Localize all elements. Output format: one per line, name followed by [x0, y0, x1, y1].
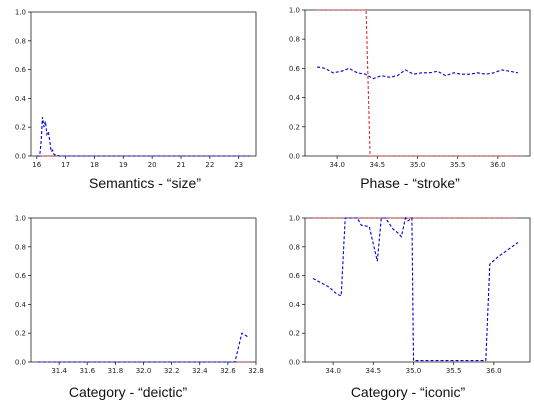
y-tick-label: 0.6 [289, 272, 301, 280]
caption-category-deictic: Category - “deictic” [69, 384, 188, 400]
x-tick-label: 31.4 [51, 367, 67, 375]
panel-category-deictic: 0.0 0.2 0.4 0.6 0.8 1.0 31.4 31.6 31.8 32.0 32.2 32… [15, 215, 264, 376]
y-tick-label: 0.2 [289, 123, 300, 131]
x-tick-label: 35.0 [410, 161, 426, 169]
x-tick-label: 32.6 [220, 367, 236, 375]
panel-semantics-size: 0.0 0.2 0.4 0.6 0.8 1.0 16 17 18 19 20 21 22 23 [15, 9, 257, 169]
y-tick-label: 0.2 [289, 330, 300, 338]
y-tick-label: 0.8 [15, 37, 26, 45]
x-tick-label: 19 [119, 161, 128, 169]
plot-frame [30, 217, 257, 363]
blue-dashed-line [38, 332, 250, 363]
y-tick-label: 1.0 [15, 9, 26, 17]
x-tick-label: 16 [32, 161, 41, 169]
y-tick-label: 0.0 [289, 153, 300, 161]
x-tick-label: 22 [205, 161, 214, 169]
y-tick-label: 0.8 [289, 243, 300, 251]
y-tick-label: 0.6 [15, 66, 27, 74]
x-tick-label: 35.5 [450, 161, 466, 169]
y-tick-label: 0.8 [289, 36, 300, 44]
x-tick-label: 21 [177, 161, 186, 169]
x-tick-label: 34.5 [366, 367, 382, 375]
x-tick-label: 35.5 [446, 367, 462, 375]
y-tick-label: 0.6 [15, 272, 27, 280]
y-tick-label: 1.0 [289, 215, 300, 223]
x-tick-label: 35.0 [406, 367, 422, 375]
y-tick-label: 0.2 [15, 330, 26, 338]
x-tick-label: 32.0 [136, 367, 152, 375]
caption-semantics-size: Semantics - “size” [89, 175, 201, 191]
x-tick-label: 18 [90, 161, 99, 169]
x-tick-label: 31.6 [79, 367, 95, 375]
x-tick-label: 34.0 [329, 161, 345, 169]
x-tick-label: 34.0 [325, 367, 341, 375]
x-tick-label: 32.4 [192, 367, 208, 375]
y-tick-label: 0.0 [15, 359, 26, 367]
caption-phase-stroke: Phase - “stroke” [360, 175, 460, 191]
y-tick-label: 0.4 [289, 94, 301, 102]
y-tick-label: 0.4 [289, 301, 301, 309]
x-tick-label: 32.2 [164, 367, 180, 375]
y-tick-label: 1.0 [289, 7, 300, 15]
y-tick-label: 0.0 [289, 359, 300, 367]
plot-frame [304, 217, 531, 363]
y-tick-label: 0.4 [15, 95, 27, 103]
x-tick-label: 17 [61, 161, 70, 169]
y-tick-label: 0.8 [15, 243, 26, 251]
x-tick-label: 36.0 [486, 367, 502, 375]
x-tick-label: 31.8 [108, 367, 124, 375]
blue-dashed-line [312, 216, 519, 362]
y-tick-label: 0.2 [15, 124, 26, 132]
panel-category-iconic: 0.0 0.2 0.4 0.6 0.8 1.0 34.0 34.5 35.0 35.5 36.0 [289, 215, 531, 375]
blue-dashed-line [316, 66, 519, 80]
x-tick-label: 23 [234, 161, 243, 169]
panel-phase-stroke: 0.0 0.2 0.4 0.6 0.8 1.0 34.0 34.5 35.0 35.5 36.0 [289, 7, 531, 169]
x-tick-label: 36.0 [490, 161, 506, 169]
y-tick-label: 0.0 [15, 153, 26, 161]
y-tick-label: 0.4 [15, 301, 27, 309]
plot-frame [30, 11, 257, 157]
red-dashed-line [317, 9, 522, 157]
x-tick-label: 20 [148, 161, 157, 169]
plot-frame [304, 9, 531, 157]
y-tick-label: 0.6 [289, 65, 301, 73]
x-tick-label: 34.5 [370, 161, 386, 169]
y-tick-label: 1.0 [15, 215, 26, 223]
blue-dashed-line [36, 117, 251, 157]
x-tick-label: 32.8 [248, 367, 264, 375]
caption-category-iconic: Category - “iconic” [351, 384, 466, 400]
